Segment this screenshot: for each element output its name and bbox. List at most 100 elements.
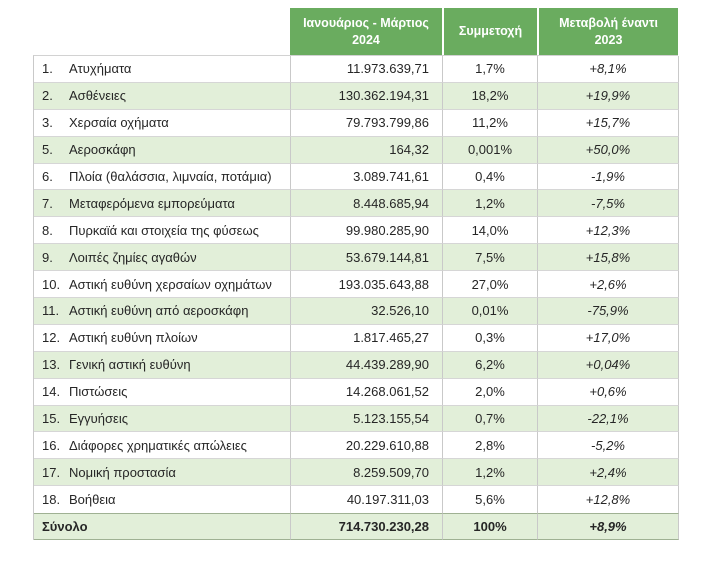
row-share: 0,7% <box>443 405 538 433</box>
total-label: Σύνολο <box>34 513 291 541</box>
row-number: 9. <box>42 249 53 265</box>
row-share: 2,0% <box>443 378 538 406</box>
row-value: 20.229.610,88 <box>291 432 443 460</box>
row-share: 0,001% <box>443 136 538 164</box>
row-label: Ασθένειες <box>69 88 126 104</box>
row-change: +0,6% <box>538 378 679 406</box>
row-change: -75,9% <box>538 298 679 325</box>
table-row: 10. Αστική ευθύνη χερσαίων οχημάτων 193.0… <box>34 271 679 299</box>
total-row: Σύνολο 714.730.230,28 100% +8,9% <box>34 513 679 541</box>
row-change: +17,0% <box>538 324 679 352</box>
row-label: Πυρκαϊά και στοιχεία της φύσεως <box>69 222 259 238</box>
row-change: +19,9% <box>538 82 679 110</box>
row-change: -5,2% <box>538 432 679 460</box>
row-value: 1.817.465,27 <box>291 324 443 352</box>
row-change: +2,6% <box>538 271 679 299</box>
header-share: Συμμετοχή <box>442 8 537 55</box>
table-row: 11. Αστική ευθύνη από αεροσκάφη 32.526,10… <box>34 298 679 325</box>
header-period: Ιανουάριος - Μάρτιος 2024 <box>290 8 442 55</box>
row-value: 32.526,10 <box>291 298 443 325</box>
row-change: +12,3% <box>538 217 679 245</box>
row-number: 3. <box>42 115 53 131</box>
row-share: 14,0% <box>443 217 538 245</box>
row-label: Βοήθεια <box>69 492 116 508</box>
row-share: 18,2% <box>443 82 538 110</box>
table-row: 1. Ατυχήματα 11.973.639,71 1,7% +8,1% <box>34 56 679 83</box>
row-change: +12,8% <box>538 486 679 514</box>
row-number: 10. <box>42 276 61 292</box>
row-label: Διάφορες χρηματικές απώλειες <box>69 437 247 453</box>
row-change: +2,4% <box>538 459 679 487</box>
table-row: 15. Εγγυήσεις 5.123.155,54 0,7% -22,1% <box>34 405 679 433</box>
row-label: Αστική ευθύνη πλοίων <box>69 330 198 346</box>
table-row: 3. Χερσαία οχήματα 79.793.799,86 11,2% +1… <box>34 109 679 137</box>
row-share: 6,2% <box>443 351 538 379</box>
table-row: 13. Γενική αστική ευθύνη 44.439.289,90 6,… <box>34 351 679 379</box>
header-empty-cell <box>33 8 290 55</box>
row-label: Νομική προστασία <box>69 464 176 480</box>
row-number: 7. <box>42 195 53 211</box>
row-value: 164,32 <box>291 136 443 164</box>
row-label: Πλοία (θαλάσσια, λιμναία, ποτάμια) <box>69 169 272 184</box>
table-body: 1. Ατυχήματα 11.973.639,71 1,7% +8,1% 2. Α… <box>33 55 679 541</box>
table-row: 18. Βοήθεια 40.197.311,03 5,6% +12,8% <box>34 486 679 514</box>
table-header: Ιανουάριος - Μάρτιος 2024 Συμμετοχή Μετα… <box>33 8 678 55</box>
row-number: 11. <box>42 303 60 319</box>
table-row: 9. Λοιπές ζημίες αγαθών 53.679.144,81 7,5… <box>34 244 679 272</box>
total-change: +8,9% <box>538 513 679 541</box>
row-change: -7,5% <box>538 190 679 218</box>
row-share: 0,4% <box>443 163 538 191</box>
row-label: Αστική ευθύνη χερσαίων οχημάτων <box>69 276 272 292</box>
row-value: 8.259.509,70 <box>291 459 443 487</box>
row-change: -22,1% <box>538 405 679 433</box>
row-number: 14. <box>42 384 61 400</box>
row-label: Ατυχήματα <box>69 61 132 77</box>
row-share: 1,2% <box>443 190 538 218</box>
row-share: 11,2% <box>443 109 538 137</box>
row-value: 40.197.311,03 <box>291 486 443 514</box>
header-change: Μεταβολή έναντι 2023 <box>537 8 678 55</box>
row-number: 6. <box>42 169 53 184</box>
row-change: +15,8% <box>538 244 679 272</box>
row-number: 5. <box>42 142 53 158</box>
table-row: 2. Ασθένειες 130.362.194,31 18,2% +19,9% <box>34 82 679 110</box>
table-row: 16. Διάφορες χρηματικές απώλειες 20.229.6… <box>34 432 679 460</box>
row-label: Εγγυήσεις <box>69 411 128 427</box>
row-value: 8.448.685,94 <box>291 190 443 218</box>
row-change: +8,1% <box>538 56 679 83</box>
row-value: 53.679.144,81 <box>291 244 443 272</box>
row-share: 1,7% <box>443 56 538 83</box>
table-row: 6. Πλοία (θαλάσσια, λιμναία, ποτάμια) 3.0… <box>34 163 679 191</box>
total-share: 100% <box>443 513 538 541</box>
row-value: 44.439.289,90 <box>291 351 443 379</box>
row-number: 13. <box>42 357 61 373</box>
row-change: +15,7% <box>538 109 679 137</box>
row-number: 1. <box>42 61 53 77</box>
row-number: 8. <box>42 222 53 238</box>
row-label: Χερσαία οχήματα <box>69 115 169 131</box>
row-value: 193.035.643,88 <box>291 271 443 299</box>
row-share: 1,2% <box>443 459 538 487</box>
row-share: 5,6% <box>443 486 538 514</box>
table-row: 5. Αεροσκάφη 164,32 0,001% +50,0% <box>34 136 679 164</box>
table-row: 7. Μεταφερόμενα εμπορεύματα 8.448.685,94 … <box>34 190 679 218</box>
row-change: -1,9% <box>538 163 679 191</box>
table-row: 17. Νομική προστασία 8.259.509,70 1,2% +2… <box>34 459 679 487</box>
row-share: 0,3% <box>443 324 538 352</box>
row-share: 2,8% <box>443 432 538 460</box>
row-share: 7,5% <box>443 244 538 272</box>
table-row: 8. Πυρκαϊά και στοιχεία της φύσεως 99.980… <box>34 217 679 245</box>
row-number: 2. <box>42 88 53 104</box>
row-share: 0,01% <box>443 298 538 325</box>
row-label: Αστική ευθύνη από αεροσκάφη <box>69 303 249 319</box>
row-label: Γενική αστική ευθύνη <box>69 357 191 373</box>
row-number: 12. <box>42 330 61 346</box>
table-row: 12. Αστική ευθύνη πλοίων 1.817.465,27 0,3… <box>34 324 679 352</box>
row-value: 3.089.741,61 <box>291 163 443 191</box>
row-label: Αεροσκάφη <box>69 142 136 158</box>
row-share: 27,0% <box>443 271 538 299</box>
row-number: 18. <box>42 492 61 508</box>
row-change: +0,04% <box>538 351 679 379</box>
row-number: 15. <box>42 411 61 427</box>
row-number: 17. <box>42 464 61 480</box>
